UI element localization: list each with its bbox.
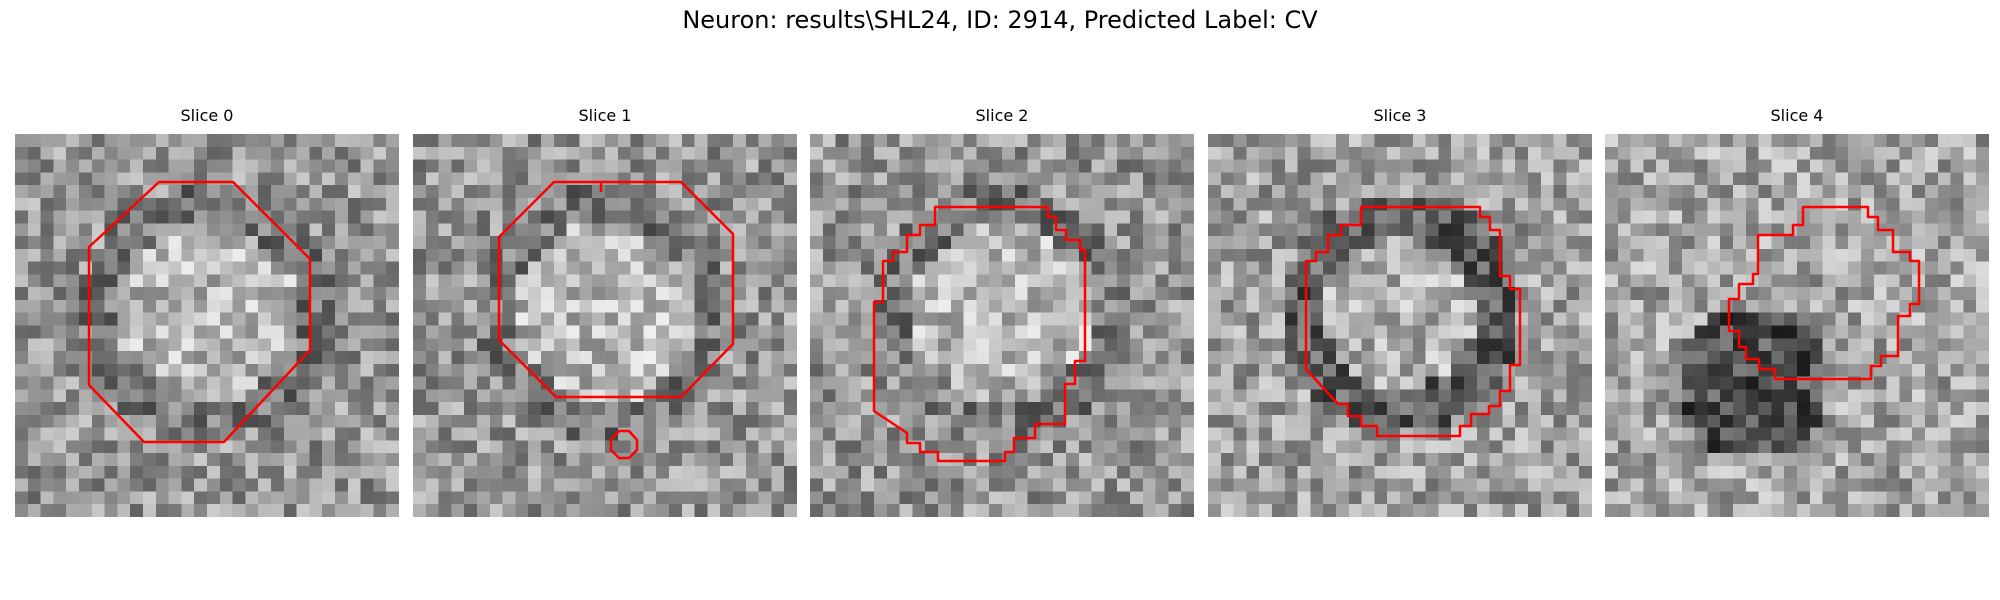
roi-contour	[87, 180, 312, 444]
figure-title: Neuron: results\SHL24, ID: 2914, Predict…	[682, 6, 1318, 34]
slice-image	[15, 134, 399, 517]
roi-contour	[497, 180, 735, 460]
roi-outline	[1727, 205, 1921, 381]
roi-contour	[872, 205, 1087, 463]
slice-title: Slice 2	[975, 106, 1029, 125]
slice-image	[1208, 134, 1592, 517]
slice-title: Slice 1	[578, 106, 632, 125]
slice-title: Slice 0	[180, 106, 234, 125]
roi-contour	[1304, 205, 1522, 438]
roi-contour	[1727, 205, 1921, 381]
slice-image	[1605, 134, 1989, 517]
roi-outline	[872, 205, 1087, 463]
slice-title: Slice 4	[1770, 106, 1824, 125]
slice-title: Slice 3	[1373, 106, 1427, 125]
roi-outline	[609, 429, 639, 460]
roi-outline	[1304, 205, 1522, 438]
roi-outline	[497, 180, 735, 399]
roi-outline	[87, 180, 312, 444]
